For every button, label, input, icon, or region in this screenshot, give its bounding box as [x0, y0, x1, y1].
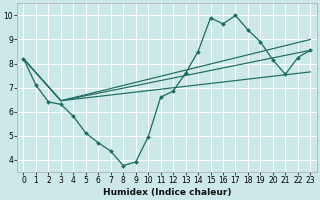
X-axis label: Humidex (Indice chaleur): Humidex (Indice chaleur)	[103, 188, 231, 197]
